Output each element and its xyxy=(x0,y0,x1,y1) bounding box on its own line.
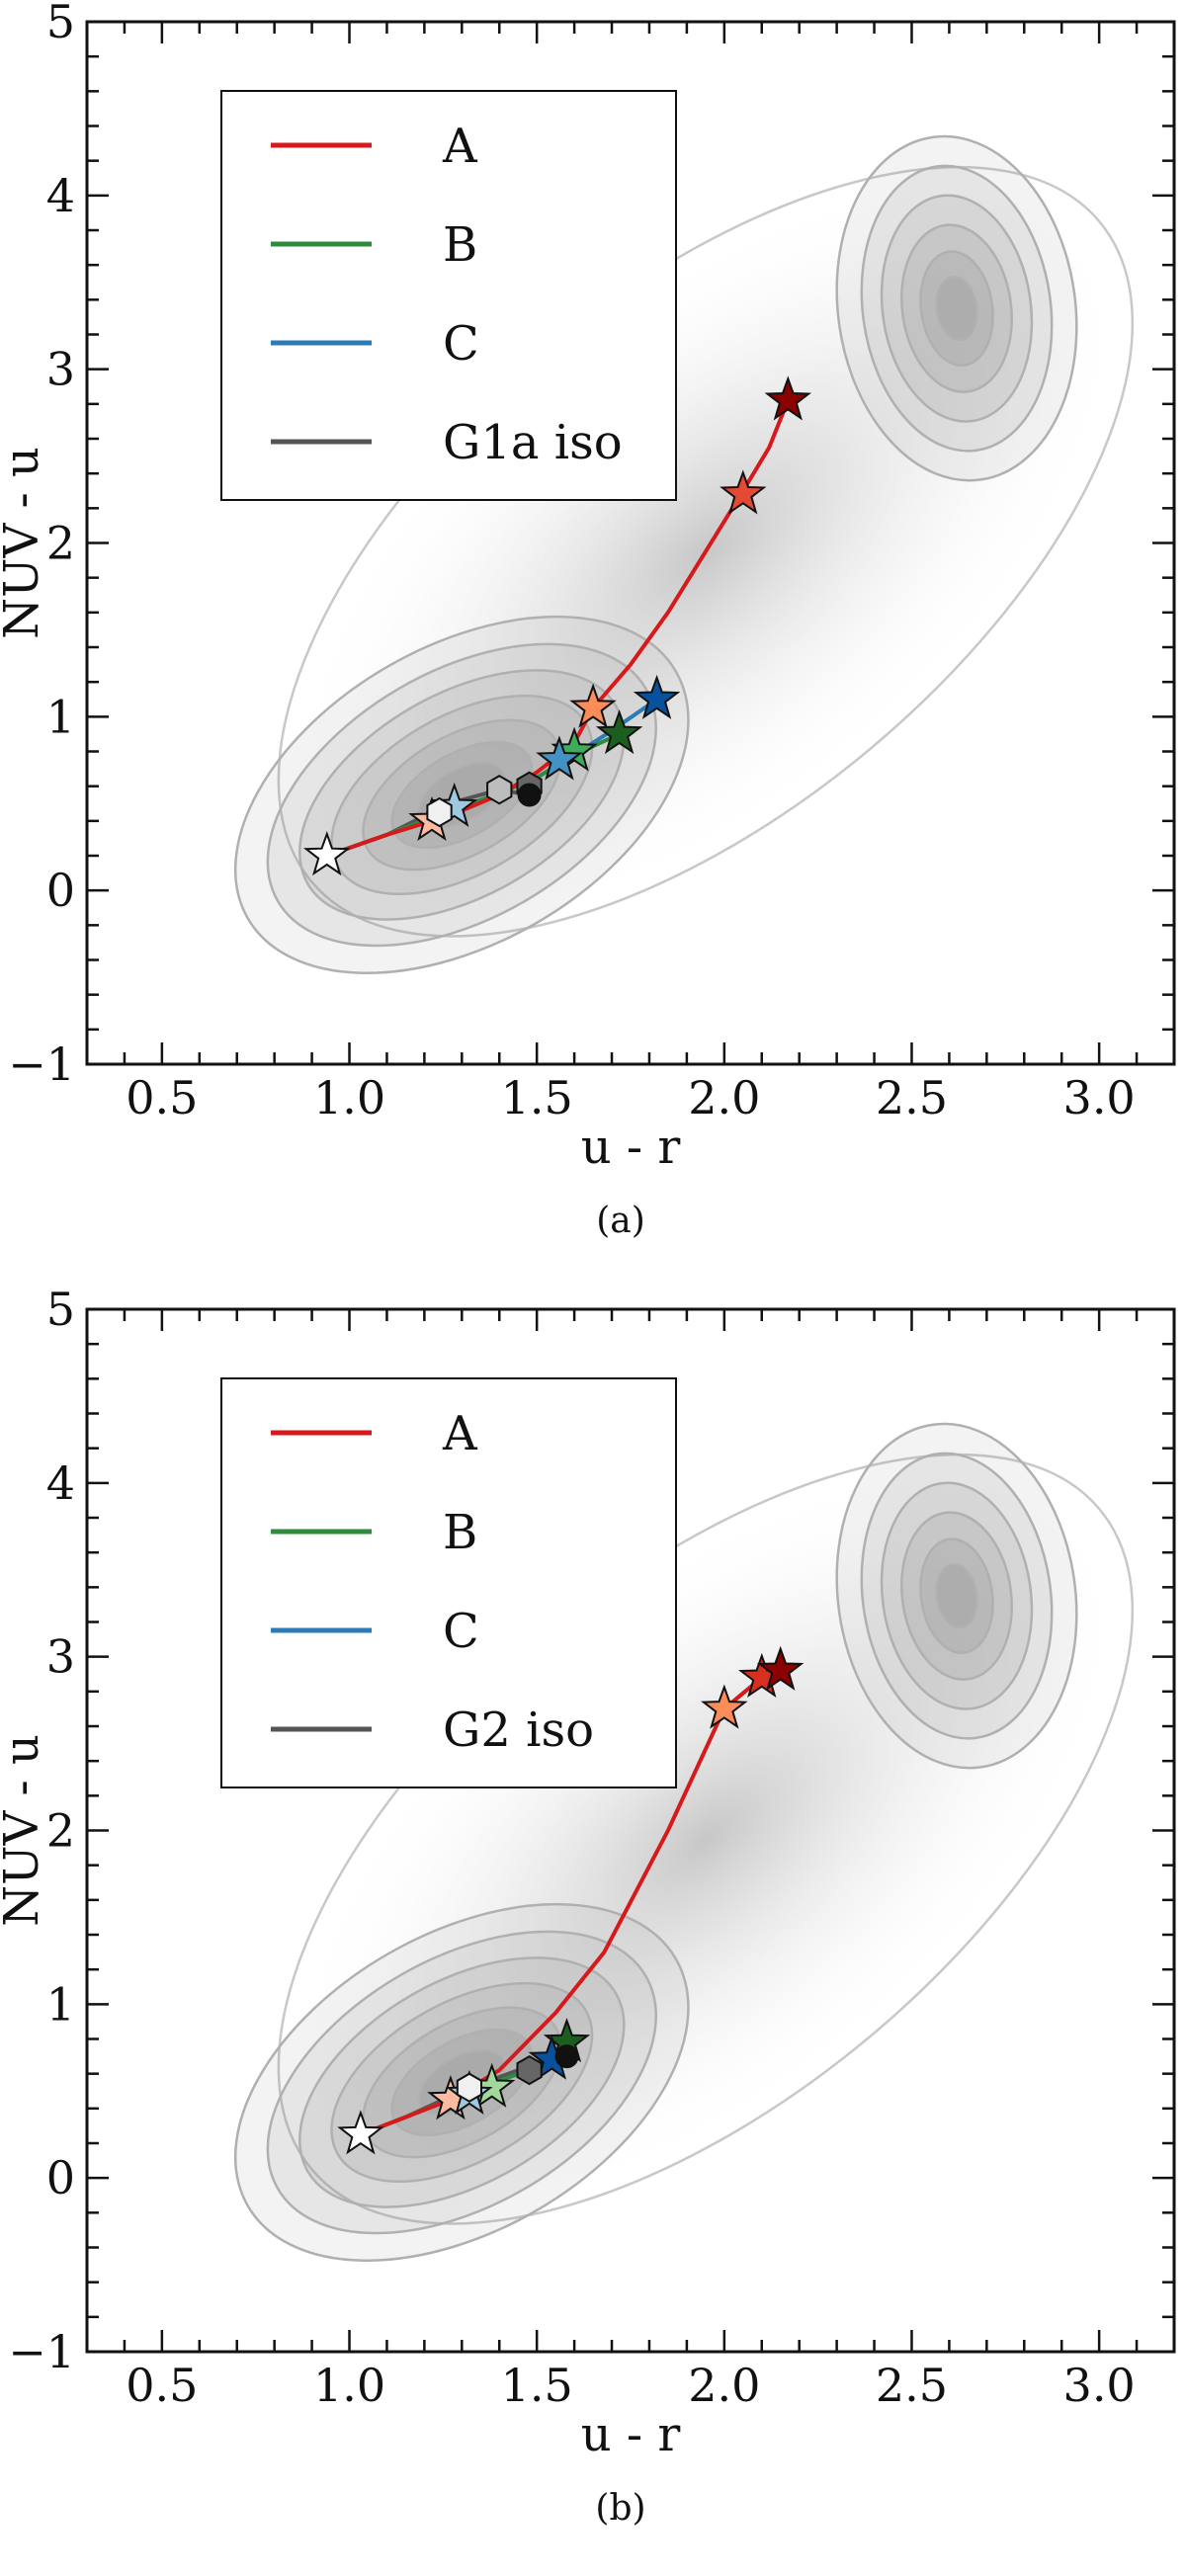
density-contour xyxy=(835,134,1078,482)
marker-iso-star xyxy=(337,2110,384,2155)
y-tick-label: 4 xyxy=(46,1456,75,1510)
y-tick-label: 0 xyxy=(46,864,75,917)
legend-label: G2 iso xyxy=(443,1703,594,1758)
y-tick-label: 3 xyxy=(46,1630,75,1684)
series-line-a xyxy=(360,1668,782,2137)
marker-a-star xyxy=(569,683,617,728)
density-contour xyxy=(266,642,657,948)
marker-a-star xyxy=(720,469,767,515)
y-tick-label: 1 xyxy=(46,690,75,743)
marker-g1a-iso-hexagon xyxy=(486,775,513,805)
density-contour xyxy=(935,276,978,342)
marker-c-star xyxy=(633,674,681,719)
x-tick-label: 2.5 xyxy=(876,1071,948,1124)
marker-c-star xyxy=(536,735,583,781)
density-contour xyxy=(919,1537,994,1655)
legend: ABC G1a iso xyxy=(220,90,677,501)
marker-a-star xyxy=(756,1645,805,1691)
density-contour xyxy=(298,669,626,921)
y-tick-label: 1 xyxy=(46,1977,75,2031)
y-tick-label: 0 xyxy=(46,2151,75,2204)
legend-label: C xyxy=(443,1604,479,1659)
x-axis-label: u - r xyxy=(581,2407,681,2462)
density-contour xyxy=(919,250,994,368)
ticks xyxy=(87,1309,1174,2352)
marker-a-star xyxy=(764,375,811,421)
density-contour xyxy=(233,615,690,974)
chart-panel-b: 0.5 1.0 1.5 2.0 2.5 3.0 −1 0 1 2 3 4 5 u - r NUV - u AB… xyxy=(0,1288,1176,2529)
x-tick-label: 0.5 xyxy=(126,1071,198,1124)
legend-label: A xyxy=(442,119,478,174)
y-tick-label: 2 xyxy=(46,1804,75,1858)
x-tick-label: 0.5 xyxy=(126,2359,198,2412)
x-tick-label: 1.5 xyxy=(501,1071,573,1124)
legend-label: G1a iso xyxy=(443,415,623,470)
x-tick-label: 2.0 xyxy=(688,1071,760,1124)
figure-caption: (b) xyxy=(595,2488,645,2529)
chart-panel-a: 0.5 1.0 1.5 2.0 2.5 3.0 −1 0 1 2 3 4 5 u - r NUV - u AB… xyxy=(0,0,1176,1241)
x-tick-label: 2.0 xyxy=(688,2359,760,2412)
density-contour xyxy=(835,1422,1078,1770)
marker-g1a-iso-hexagon xyxy=(426,796,453,828)
x-tick-label: 1.5 xyxy=(501,2359,573,2412)
y-tick-label: 5 xyxy=(46,1288,75,1336)
x-tick-label: 1.0 xyxy=(313,1071,385,1124)
density-contour xyxy=(880,1481,1034,1710)
legend-label: C xyxy=(443,316,479,372)
x-tick-label: 3.0 xyxy=(1063,1071,1136,1124)
legend: ABC G2 iso xyxy=(220,1377,677,1788)
density-contour xyxy=(935,1563,978,1629)
density-contour xyxy=(860,1452,1054,1740)
x-tick-label: 2.5 xyxy=(876,2359,948,2412)
y-tick-label: 3 xyxy=(46,343,75,396)
legend-box xyxy=(220,1377,677,1788)
y-tick-label: 5 xyxy=(46,0,75,48)
x-tick-label: 1.0 xyxy=(313,2359,385,2412)
x-tick-label: 3.0 xyxy=(1063,2359,1136,2412)
x-axis-label: u - r xyxy=(581,1120,681,1175)
y-axis-label: NUV - u xyxy=(0,447,49,639)
density-contour xyxy=(362,718,562,872)
legend-label: B xyxy=(443,217,477,273)
marker-g2-iso-circle xyxy=(554,2044,579,2069)
y-tick-label: 4 xyxy=(46,169,75,222)
markers xyxy=(302,375,811,876)
marker-g2-iso-hexagon xyxy=(456,2072,482,2103)
y-axis-label: NUV - u xyxy=(0,1734,49,1927)
density-contour xyxy=(880,194,1034,423)
figure-caption: (a) xyxy=(596,1201,645,1241)
legend-label: A xyxy=(442,1406,478,1461)
marker-iso-star xyxy=(302,831,351,876)
marker-g1a-iso-circle xyxy=(517,783,542,807)
legend-label: B xyxy=(443,1505,477,1560)
ticks xyxy=(87,22,1174,1064)
markers xyxy=(337,1645,805,2155)
density-contour xyxy=(860,164,1054,453)
y-tick-label: −1 xyxy=(8,1038,75,1091)
legend-box xyxy=(220,90,677,501)
y-tick-label: −1 xyxy=(8,2325,75,2378)
marker-b-star xyxy=(595,708,643,755)
marker-g2-iso-hexagon xyxy=(516,2054,543,2086)
marker-a-star xyxy=(701,1684,748,1729)
y-tick-label: 2 xyxy=(46,517,75,570)
